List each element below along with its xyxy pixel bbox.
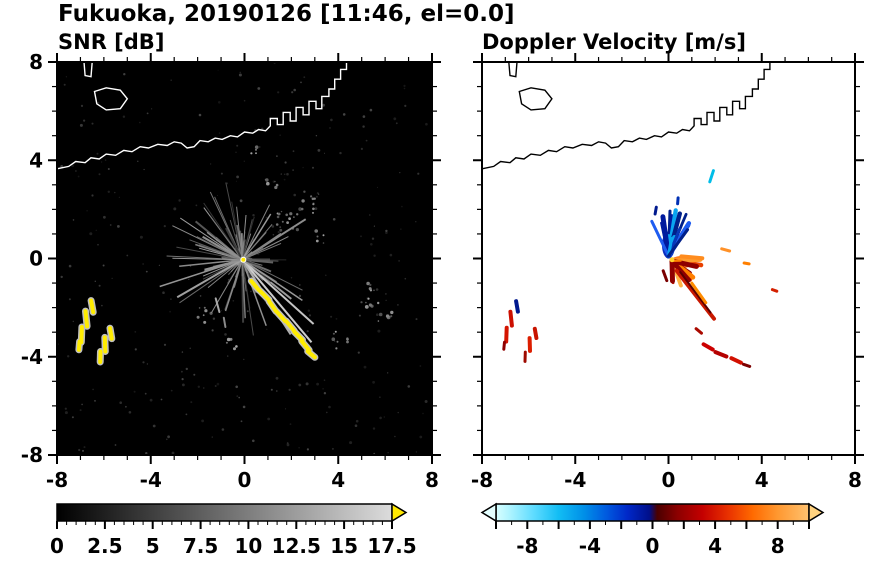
x-tick-label: 8 [425,468,439,492]
velocity-colorbar-left-arrow [480,502,497,523]
coastline [481,61,771,170]
colorbar-label: 15 [330,534,358,558]
x-tick-label: 0 [238,468,252,492]
velocity-colorbar: -8 -4 0 4 8 [480,502,825,558]
velocity-colorbar-right-arrow [808,502,825,523]
snr-colorbar-gradient [56,503,393,522]
x-tick-label: 8 [848,468,862,492]
y-tick-label: 4 [29,148,43,172]
x-tick-label: 4 [331,468,345,492]
y-tick-label: 8 [29,50,43,74]
colorbar-label: 0 [50,534,64,558]
y-tick-label: -4 [21,345,43,369]
velocity-panel-title: Doppler Velocity [m/s] [482,30,746,54]
radar-site-dot [669,257,675,263]
figure-title: Fukuoka, 20190126 [11:46, el=0.0] [58,1,515,27]
plot-frame [56,61,433,456]
colorbar-label: -4 [579,534,601,558]
snr-colorbar-overflow-arrow [391,502,408,523]
coastline [56,61,348,170]
snr-colorbar: 0 2.5 5 7.5 10 12.5 15 17.5 [50,502,417,558]
colorbar-label: 17.5 [367,534,416,558]
colorbar-label: 10 [235,534,263,558]
velocity-plot: -8 -4 0 4 8 [471,53,864,492]
snr-panel-title: SNR [dB] [58,30,165,54]
colorbar-label: -8 [516,534,538,558]
colorbar-label: 5 [146,534,160,558]
colorbar-label: 8 [771,534,785,558]
x-tick-label: -4 [140,468,162,492]
colorbar-label: 12.5 [272,534,321,558]
x-tick-label: -4 [564,468,586,492]
colorbar-label: 0 [646,534,660,558]
y-tick-label: -8 [21,443,43,467]
colorbar-label: 4 [708,534,722,558]
velocity-colorbar-gradient [495,503,810,522]
x-tick-label: -8 [46,468,68,492]
plot-frame [481,61,856,456]
y-tick-label: 0 [29,247,43,271]
x-tick-label: 0 [662,468,676,492]
colorbar-label: 2.5 [87,534,122,558]
snr-plot: -8-8 -4 -4 0 0 4 4 8 8 [21,50,441,492]
x-tick-label: -8 [471,468,493,492]
x-tick-label: 4 [755,468,769,492]
colorbar-label: 7.5 [183,534,218,558]
